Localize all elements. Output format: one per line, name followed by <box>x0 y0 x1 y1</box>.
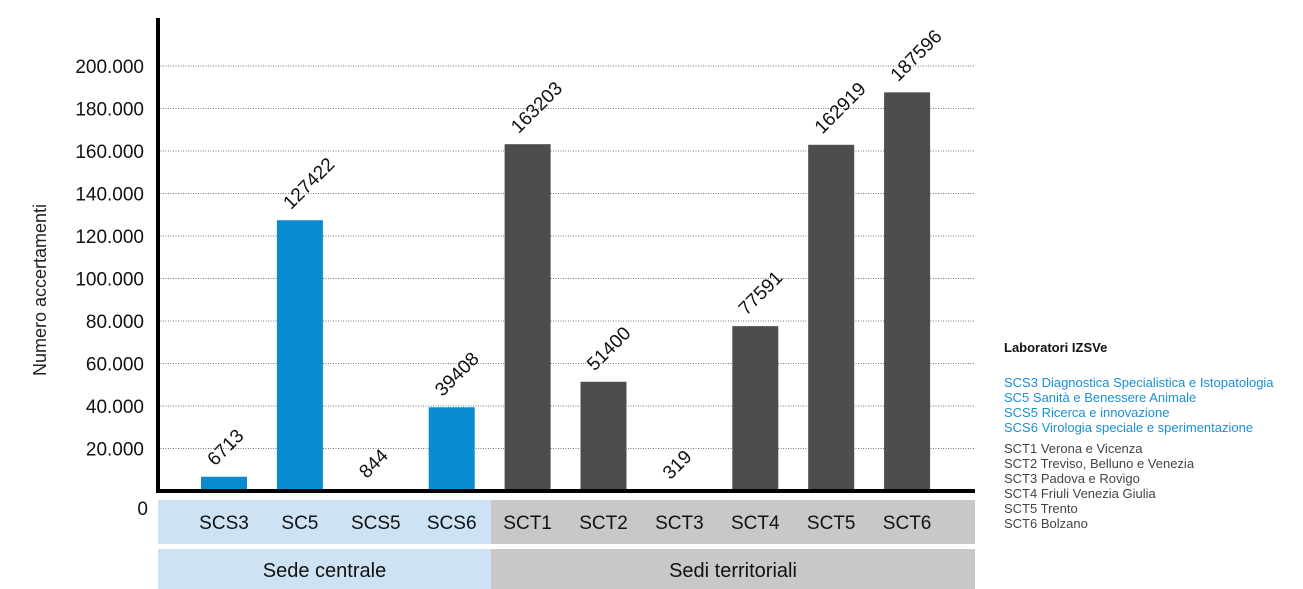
legend-item: SCT2 Treviso, Belluno e Venezia <box>1004 456 1195 471</box>
y-tick-labels: 0 20.000 40.000 60.000 80.000 100.000 120.000 1… <box>75 57 148 520</box>
category-label: SCS5 <box>351 513 401 534</box>
category-label: SCT2 <box>579 513 628 534</box>
bar-sct5 <box>808 144 855 491</box>
y-tick-label: 80.000 <box>86 312 144 333</box>
category-label: SCT1 <box>503 513 552 534</box>
central-group-band <box>158 549 491 589</box>
legend-title: Laboratori IZSVe <box>1004 340 1108 355</box>
bar-sct6 <box>884 92 931 492</box>
category-label: SCS3 <box>199 513 249 534</box>
bar-scs3 <box>201 476 247 491</box>
y-tick-label: 120.000 <box>75 227 144 248</box>
category-bands <box>158 500 975 589</box>
legend-item: SC5 Sanità e Benessere Animale <box>1004 390 1197 405</box>
value-label: 162919 <box>811 79 871 139</box>
legend: Laboratori IZSVe SCS3 Diagnostica Specia… <box>1004 340 1300 537</box>
category-label: SCS6 <box>427 513 477 534</box>
category-labels: SCS3 SC5 SCS5 SCS6 SCT1 SCT2 SCT3 SCT4 SCT5 SCT6 <box>199 513 931 534</box>
y-axis-label: Numero accertamenti <box>30 204 50 376</box>
category-label: SCT6 <box>883 513 932 534</box>
y-tick-label: 180.000 <box>75 100 144 121</box>
legend-item: SCS5 Ricerca e innovazione <box>1004 405 1170 420</box>
legend-item: SCT4 Friuli Venezia Giulia <box>1004 486 1156 501</box>
group-label-territorial: Sedi territoriali <box>669 560 797 582</box>
y-tick-label: 140.000 <box>75 185 144 206</box>
category-label: SC5 <box>281 513 318 534</box>
bar-sct2 <box>580 381 627 491</box>
legend-territorial-list: SCT1 Verona e Vicenza SCT2 Treviso, Bellu… <box>1004 441 1300 531</box>
y-tick-label: 20.000 <box>86 440 144 461</box>
legend-item: SCS3 Diagnostica Specialistica e Istopat… <box>1004 375 1274 390</box>
territorial-category-band <box>491 500 975 544</box>
legend-item: SCT6 Bolzano <box>1004 516 1088 531</box>
category-label: SCT3 <box>655 513 704 534</box>
value-label: 187596 <box>887 26 947 86</box>
legend-item: SCT3 Padova e Rovigo <box>1004 471 1140 486</box>
category-label: SCT5 <box>807 513 856 534</box>
y-tick-label: 0 <box>137 499 148 520</box>
y-tick-label: 100.000 <box>75 270 144 291</box>
bars <box>201 92 931 492</box>
legend-item: SCT1 Verona e Vicenza <box>1004 441 1143 456</box>
value-label: 319 <box>659 447 696 484</box>
bar-sct1 <box>504 144 551 492</box>
legend-central-list: SCS3 Diagnostica Specialistica e Istopat… <box>1004 375 1300 435</box>
territorial-group-band <box>491 549 975 589</box>
value-label: 127422 <box>280 154 340 214</box>
y-tick-label: 200.000 <box>75 57 144 78</box>
value-label: 51400 <box>583 323 635 375</box>
y-tick-label: 60.000 <box>86 355 144 376</box>
bar-scs6 <box>428 407 475 491</box>
bar-sct4 <box>732 326 779 491</box>
central-category-band <box>158 500 491 544</box>
value-label: 6713 <box>204 426 249 471</box>
legend-item: SCT5 Trento <box>1004 501 1078 516</box>
value-label: 77591 <box>735 267 787 319</box>
group-labels: Sede centrale Sedi territoriali <box>263 560 797 582</box>
value-label: 39408 <box>431 349 483 401</box>
y-tick-label: 160.000 <box>75 142 144 163</box>
value-label: 163203 <box>507 78 567 138</box>
y-tick-label: 40.000 <box>86 397 144 418</box>
category-label: SCT4 <box>731 513 780 534</box>
value-label: 844 <box>355 445 393 483</box>
group-label-central: Sede centrale <box>263 560 386 582</box>
bar-sc5 <box>276 220 323 491</box>
legend-item: SCS6 Virologia speciale e sperimentazion… <box>1004 420 1254 435</box>
